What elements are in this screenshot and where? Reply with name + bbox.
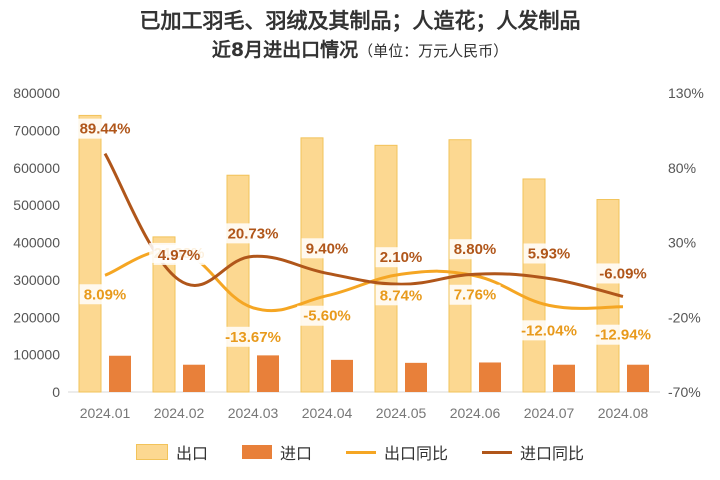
chart-title-main: 近8月进出口情况 (211, 39, 359, 61)
data-label-import-yoy-bg (223, 223, 283, 244)
y-left-tick-label: 300000 (13, 272, 60, 288)
chart-title: 已加工羽毛、羽绒及其制品；人造花；人发制品 近8月进出口情况（单位：万元人民币） (0, 6, 720, 65)
y-right-tick-label: 30% (668, 235, 696, 251)
chart-title-line1: 已加工羽毛、羽绒及其制品；人造花；人发制品 (139, 9, 581, 33)
bar-import (257, 355, 279, 392)
data-label-import-yoy: 89.44% (80, 121, 131, 138)
bar-import (405, 362, 427, 392)
bar-export (78, 114, 102, 393)
y-left-tick-label: 400000 (13, 235, 60, 251)
legend-label-import-yoy: 进口同比 (520, 444, 585, 463)
data-label-import-yoy-bg (523, 243, 575, 264)
legend-swatch-import-yoy (482, 450, 513, 454)
data-label-import-yoy-bg (301, 238, 353, 259)
x-tick-label: 2024.04 (302, 405, 353, 421)
data-label-export-yoy-bg (79, 284, 131, 305)
x-tick-label: 2024.07 (524, 405, 575, 421)
x-tick-label: 2024.03 (228, 405, 279, 421)
data-label-import-yoy-bg (375, 247, 427, 268)
bar-import (479, 362, 501, 392)
legend-item-import[interactable]: 进口 (241, 440, 312, 464)
bar-import (183, 364, 205, 392)
data-label-import-yoy-bg (75, 118, 135, 139)
data-label-export-yoy: -13.67% (225, 329, 281, 346)
y-left-tick-label: 700000 (13, 122, 60, 138)
bar-import (331, 359, 353, 392)
y-right-tick-label: 80% (668, 160, 696, 176)
x-tick-label: 2024.08 (598, 405, 649, 421)
y-right-tick-label: -70% (668, 384, 701, 400)
legend-label-export-yoy: 出口同比 (384, 444, 449, 463)
data-label-import-yoy-bg (593, 263, 653, 284)
legend-label-export: 出口 (175, 444, 208, 463)
y-left-tick-label: 500000 (13, 197, 60, 213)
data-label-import-yoy: 2.10% (380, 249, 423, 266)
y-right-tick-label: 130% (668, 85, 704, 101)
y-left-tick-label: 0 (52, 384, 60, 400)
bar-import (109, 355, 131, 392)
y-left-tick-label: 200000 (13, 309, 60, 325)
bar-export (374, 144, 398, 393)
data-label-import-yoy: 9.40% (306, 240, 349, 257)
data-label-export-yoy: -5.60% (303, 308, 351, 325)
legend-item-export-yoy[interactable]: 出口同比 (346, 440, 448, 464)
x-tick-label: 2024.02 (154, 405, 205, 421)
bar-export (448, 139, 472, 393)
chart-legend: 出口 进口 出口同比 进口同比 (0, 440, 720, 464)
chart-title-unit: （单位：万元人民币） (358, 42, 509, 60)
legend-swatch-export (135, 444, 168, 460)
data-label-import-yoy-bg (449, 239, 501, 260)
data-label-export-yoy-bg (297, 305, 357, 326)
data-label-import-yoy: 20.73% (228, 225, 279, 242)
data-label-export-yoy: 8.74% (380, 287, 423, 304)
y-left-tick-label: 100000 (13, 347, 60, 363)
data-label-export-yoy-bg (514, 320, 584, 341)
legend-swatch-export-yoy (346, 450, 376, 454)
line-import-yoy (103, 152, 624, 298)
y-left-tick-label: 800000 (13, 85, 60, 101)
data-label-import-yoy: 5.93% (528, 245, 571, 262)
bar-import (627, 364, 649, 392)
bar-import (553, 364, 575, 392)
bar-export (152, 236, 176, 393)
bar-export (300, 137, 324, 393)
data-label-export-yoy-bg (375, 285, 427, 306)
data-label-import-yoy: 4.97% (158, 247, 201, 264)
legend-item-import-yoy[interactable]: 进口同比 (482, 440, 584, 464)
legend-swatch-import (241, 445, 272, 459)
x-tick-label: 2024.05 (376, 405, 427, 421)
legend-item-export[interactable]: 出口 (135, 440, 208, 464)
data-label-export-yoy-bg (449, 284, 501, 305)
y-right-tick-label: -20% (668, 309, 701, 325)
bar-export (522, 178, 546, 393)
data-label-export-yoy-bg (588, 324, 658, 345)
data-label-import-yoy-bg (153, 244, 205, 265)
data-label-export-yoy: -12.94% (595, 327, 651, 344)
data-label-export-yoy: -12.04% (521, 322, 577, 339)
x-tick-label: 2024.06 (450, 405, 501, 421)
y-left-tick-label: 600000 (13, 160, 60, 176)
data-label-export-yoy: 8.09% (84, 286, 127, 303)
legend-label-import: 进口 (279, 444, 312, 463)
x-tick-label: 2024.01 (80, 405, 131, 421)
data-label-export-yoy-bg (218, 326, 288, 347)
chart-title-line2: 近8月进出口情况（单位：万元人民币） (0, 36, 720, 65)
data-label-export-yoy: 7.76% (454, 287, 497, 304)
bar-export (226, 174, 250, 393)
data-label-import-yoy: 8.80% (454, 241, 497, 258)
data-label-import-yoy: -6.09% (599, 265, 647, 282)
